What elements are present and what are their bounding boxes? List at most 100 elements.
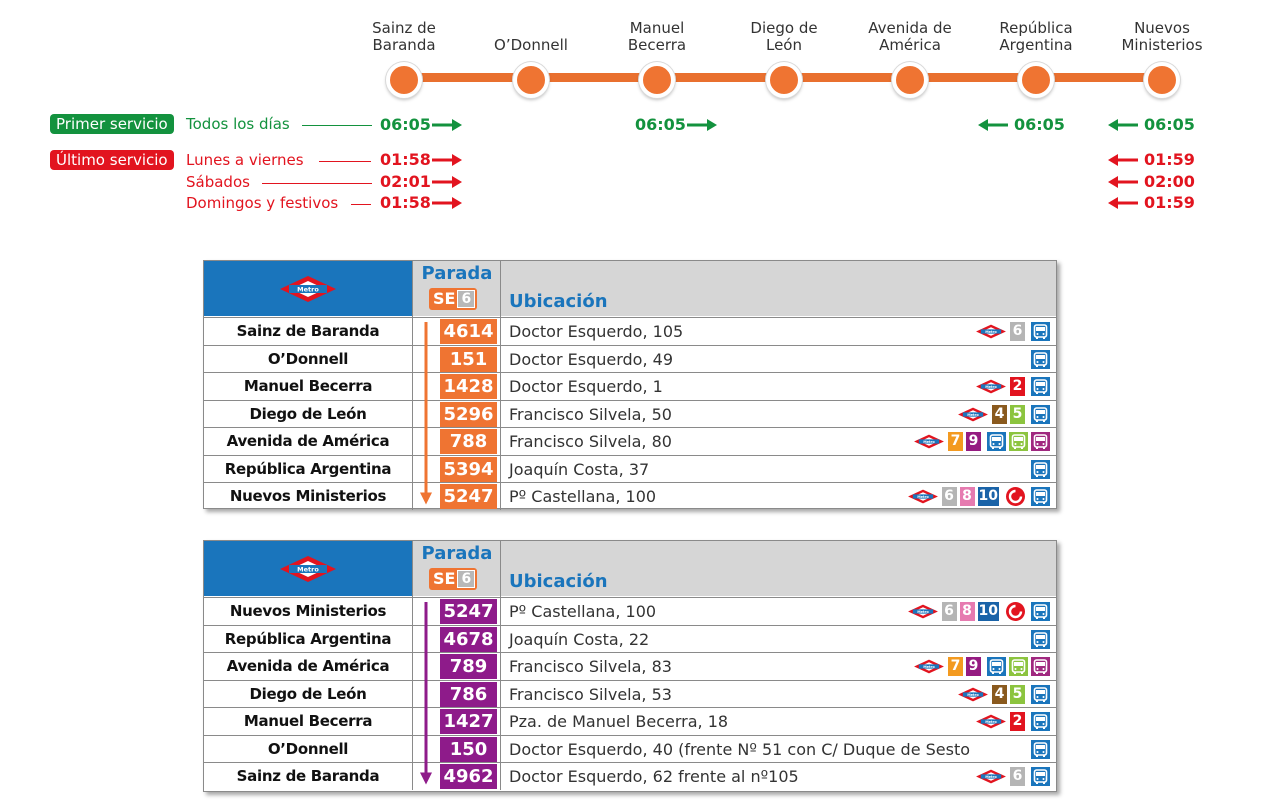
table-row: República Argentina 5394 Joaquín Costa, … (204, 454, 1056, 483)
metro-small-icon: Metro (958, 687, 988, 701)
parada-header: Parada SE 6 (412, 261, 502, 316)
stop-address: Doctor Esquerdo, 1 (509, 377, 663, 396)
se-line-number: 6 (457, 570, 476, 588)
stop-code: 151 (440, 346, 497, 372)
station-name-cell: Sainz de Baranda (236, 322, 380, 340)
station-dot (892, 62, 928, 98)
station-dot (1018, 62, 1054, 98)
connections: Metro 6 (975, 322, 1050, 341)
bus-icon (1031, 459, 1050, 479)
arrow-left-icon (1108, 197, 1138, 209)
stop-code: 150 (440, 736, 497, 762)
bus-icon (1031, 629, 1050, 649)
bus-icon (1031, 404, 1050, 424)
station-dot (386, 62, 422, 98)
station-name-cell: Nuevos Ministerios (229, 487, 387, 505)
station-name-line: América (879, 36, 941, 54)
connections: Metro 2 (975, 377, 1050, 396)
station-name-cell: Diego de León (249, 404, 367, 423)
stop-address: Doctor Esquerdo, 40 (frente Nº 51 con C/… (509, 739, 971, 759)
last-time-weekday-left: 01:58 (380, 150, 431, 169)
table-row: Diego de León 786 Francisco Silvela, 53 … (204, 679, 1056, 708)
parada-header: Parada SE 6 (412, 541, 502, 596)
station-name: O’Donnell (471, 37, 591, 54)
first-time-manuel-becerra: 06:05 (635, 115, 686, 134)
stop-address: Pº Castellana, 100 (509, 487, 657, 506)
station-name: Nuevos Ministerios (1102, 20, 1222, 54)
connections (1028, 739, 1050, 759)
last-time-sunday-left: 01:58 (380, 193, 431, 212)
last-time-sunday-right: 01:59 (1144, 193, 1195, 212)
station-name-line: Nuevos (1134, 19, 1190, 37)
stop-address: Doctor Esquerdo, 49 (509, 349, 673, 369)
svg-text:Metro: Metro (985, 385, 997, 389)
stop-code: 4678 (440, 626, 497, 652)
station-name-line: Argentina (999, 36, 1073, 54)
stop-code: 789 (440, 654, 497, 679)
connections: Metro 6 8 10 (907, 602, 1050, 621)
last-service-saturday-label: Sábados (186, 173, 250, 191)
station-name-line: León (765, 36, 802, 54)
stop-code: 4962 (440, 764, 497, 789)
stop-address: Francisco Silvela, 83 (509, 657, 672, 676)
leader-line (351, 204, 371, 205)
bus-icon (1031, 322, 1050, 341)
svg-text:Metro: Metro (985, 775, 997, 779)
last-time-saturday-left: 02:01 (380, 172, 431, 191)
first-time-republica-argentina: 06:05 (1014, 115, 1065, 134)
leader-line (319, 161, 371, 162)
last-service-weekday-label: Lunes a viernes (186, 151, 304, 169)
metro-small-icon: Metro (976, 769, 1006, 784)
bus-icon (1031, 767, 1050, 786)
stop-address: Doctor Esquerdo, 62 frente al nº105 (509, 767, 799, 786)
svg-text:Metro: Metro (985, 330, 997, 334)
leader-line (262, 183, 372, 184)
table-row: O’Donnell 150 Doctor Esquerdo, 40 (frent… (204, 734, 1056, 763)
stops-table-outbound: Metro Parada SE 6 Ubicación Sainz de Bara… (203, 260, 1057, 510)
station-name-line: O’Donnell (494, 36, 568, 54)
table-row: Nuevos Ministerios 5247 Pº Castellana, 1… (204, 482, 1056, 510)
arrow-right-icon (687, 119, 717, 131)
station-dot (1144, 62, 1180, 98)
metro-small-icon: Metro (958, 407, 988, 421)
bus-icon (1031, 712, 1050, 731)
metro-small-icon: Metro (976, 714, 1006, 729)
metro-small-icon: Metro (907, 604, 938, 619)
stop-address: Francisco Silvela, 53 (509, 684, 672, 704)
metro-line-2-badge: 2 (1010, 377, 1025, 396)
bus-icon (1031, 377, 1050, 396)
metro-small-icon: Metro (907, 489, 938, 504)
svg-text:Metro: Metro (917, 495, 929, 499)
metro-line-8-badge: 8 (959, 602, 975, 621)
metro-line-6-badge: 6 (941, 602, 957, 621)
metro-line-2-badge: 2 (1010, 712, 1025, 731)
stop-code: 5247 (440, 484, 497, 509)
station-name-line: Sainz de (372, 19, 436, 37)
connections: Metro 4 5 (957, 404, 1050, 424)
metro-line-4-badge: 4 (992, 684, 1007, 704)
station-name-cell: Avenida de América (226, 432, 390, 450)
bus-icon (1031, 684, 1050, 704)
stop-code: 4614 (440, 319, 497, 344)
last-time-saturday-right: 02:00 (1144, 172, 1195, 191)
stop-address: Francisco Silvela, 50 (509, 404, 672, 424)
ubicacion-header-label: Ubicación (509, 571, 608, 592)
bus-icon (1031, 602, 1050, 621)
stop-code: 786 (440, 681, 497, 707)
stop-address: Pza. de Manuel Becerra, 18 (509, 712, 729, 731)
stop-address: Pº Castellana, 100 (509, 602, 657, 621)
metro-line-10-badge: 10 (977, 602, 999, 621)
se-line-code: SE (433, 289, 456, 308)
arrow-left-icon (1108, 119, 1138, 131)
station-name: República Argentina (976, 20, 1096, 54)
connections (1028, 349, 1050, 369)
arrow-right-icon (432, 154, 462, 166)
stops-table-return: Metro Parada SE 6 Ubicación Nuevos Minist… (203, 540, 1057, 792)
connections: Metro 2 (975, 712, 1050, 731)
station-name-cell: Sainz de Baranda (236, 767, 380, 785)
svg-text:Metro: Metro (967, 412, 979, 416)
stop-code: 5296 (440, 401, 497, 427)
last-service-sunday-label: Domingos y festivos (186, 194, 339, 212)
metro-line-4-badge: 4 (992, 404, 1007, 424)
station-name-cell: Manuel Becerra (243, 377, 373, 395)
